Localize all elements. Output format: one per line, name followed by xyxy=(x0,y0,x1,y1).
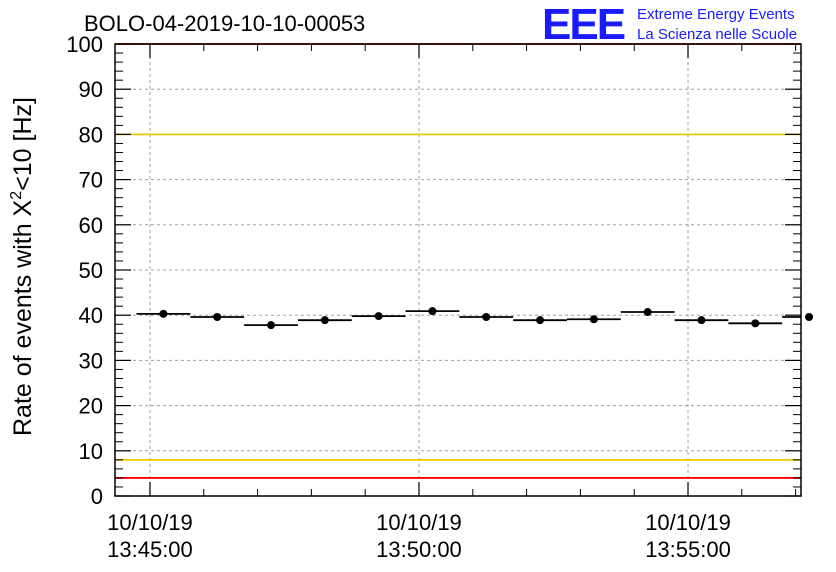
y-tick-label: 90 xyxy=(79,77,103,102)
data-points xyxy=(136,307,814,330)
y-axis-label: Rate of events with X2<10 [Hz] xyxy=(8,97,37,436)
logo-line-1: Extreme Energy Events xyxy=(637,6,795,23)
y-tick-label: 80 xyxy=(79,122,103,147)
grid xyxy=(115,44,801,496)
y-tick-label: 10 xyxy=(79,439,103,464)
chart-title: BOLO-04-2019-10-10-00053 xyxy=(84,11,365,36)
data-point xyxy=(159,309,168,318)
logo-line-2: La Scienza nelle Scuole xyxy=(637,26,797,43)
eee-logo: EEE Extreme Energy Events La Scienza nel… xyxy=(542,0,797,49)
plot-frame xyxy=(114,43,802,497)
data-point xyxy=(267,321,276,330)
y-axis-label-main: Rate of events with X xyxy=(9,199,37,436)
y-axis-label-sup: 2 xyxy=(8,191,25,200)
data-point xyxy=(805,313,814,322)
data-point xyxy=(482,313,491,322)
y-tick-label: 70 xyxy=(79,168,103,193)
logo-letters: EEE xyxy=(542,0,625,49)
reference-lines xyxy=(115,43,801,479)
y-tick-label: 30 xyxy=(79,348,103,373)
data-point xyxy=(213,313,222,322)
x-tick-label-time: 13:45:00 xyxy=(107,537,193,562)
data-point xyxy=(536,316,545,325)
y-tick-label: 60 xyxy=(79,213,103,238)
x-tick-labels: 10/10/1913:45:0010/10/1913:50:0010/10/19… xyxy=(107,510,731,562)
y-tick-label: 20 xyxy=(79,394,103,419)
data-point xyxy=(320,316,329,325)
data-point xyxy=(589,315,598,324)
x-tick-label-date: 10/10/19 xyxy=(645,510,731,535)
y-tick-label: 0 xyxy=(91,484,103,509)
data-point xyxy=(374,312,383,321)
y-tick-labels: 0 10 20 30 40 50 60 70 80 90 100 xyxy=(66,32,103,509)
data-point xyxy=(697,316,706,325)
y-tick-label: 40 xyxy=(79,303,103,328)
data-point xyxy=(751,319,760,328)
x-tick-label-time: 13:50:00 xyxy=(376,537,462,562)
y-tick-label: 50 xyxy=(79,258,103,283)
data-point xyxy=(643,308,652,317)
y-axis-label-rest: <10 [Hz] xyxy=(9,97,37,191)
y-tick-label: 100 xyxy=(66,32,103,57)
x-tick-label-time: 13:55:00 xyxy=(645,537,731,562)
data-point xyxy=(428,307,437,316)
x-tick-label-date: 10/10/19 xyxy=(107,510,193,535)
x-tick-label-date: 10/10/19 xyxy=(376,510,462,535)
